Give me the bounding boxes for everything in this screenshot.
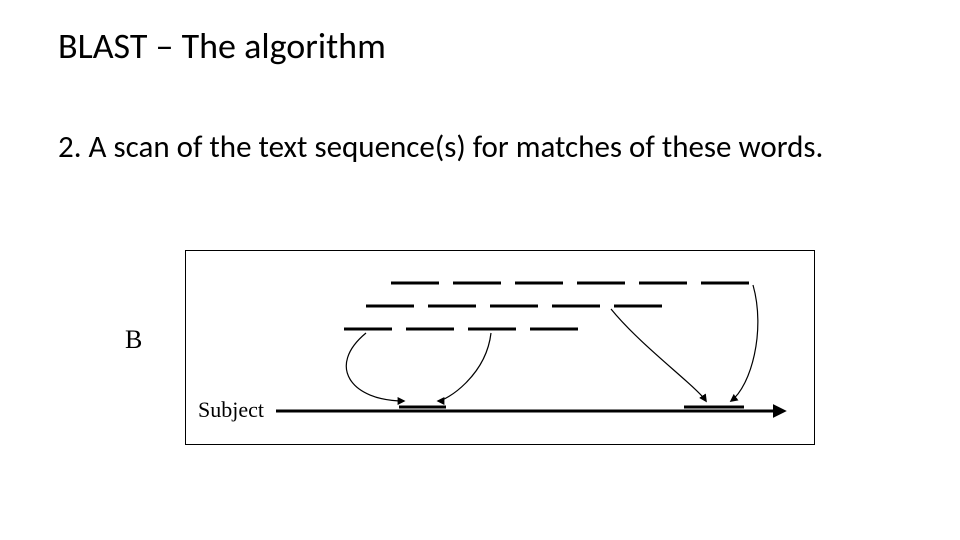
slide-body: 2. A scan of the text sequence(s) for ma… — [58, 128, 878, 167]
slide-title: BLAST – The algorithm — [58, 24, 386, 68]
panel-label: B — [125, 325, 142, 355]
diagram-container: B Subject — [125, 250, 845, 460]
diagram-box: Subject — [185, 250, 815, 445]
diagram-svg — [186, 251, 816, 446]
